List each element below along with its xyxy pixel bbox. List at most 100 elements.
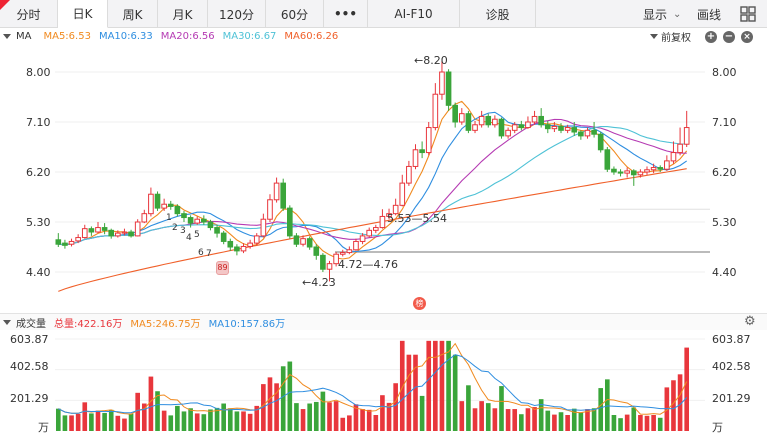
candle bbox=[247, 239, 253, 249]
volume-bar bbox=[393, 383, 398, 431]
candle bbox=[372, 224, 379, 234]
marker-3[interactable]: 3 bbox=[180, 226, 186, 236]
candle-body bbox=[472, 124, 478, 131]
candle bbox=[505, 127, 511, 139]
volume-bar bbox=[466, 385, 471, 431]
candle bbox=[260, 213, 267, 238]
marker-6[interactable]: 6 bbox=[198, 248, 204, 258]
candle-body bbox=[650, 167, 657, 171]
zoom-in-icon[interactable]: + bbox=[705, 31, 717, 43]
candle bbox=[300, 235, 306, 247]
chart-settings-button[interactable] bbox=[739, 0, 757, 28]
volume-chart[interactable] bbox=[0, 331, 767, 436]
marker-8-9-badge[interactable]: 89 bbox=[216, 261, 229, 275]
candle bbox=[392, 198, 399, 216]
volume-collapse-caret-icon[interactable] bbox=[3, 319, 11, 325]
display-dropdown[interactable]: 显示 ⌄ bbox=[643, 0, 681, 28]
candle-body bbox=[234, 246, 240, 252]
candle bbox=[154, 191, 161, 211]
tab-intraday[interactable]: 分时 bbox=[0, 0, 58, 28]
volume-bar bbox=[519, 414, 524, 431]
candle-body bbox=[386, 213, 392, 217]
zoom-out-icon[interactable]: − bbox=[723, 31, 735, 43]
volume-bar bbox=[175, 405, 180, 431]
ranking-badge[interactable]: 榜 bbox=[413, 297, 426, 310]
candle-body bbox=[134, 221, 141, 237]
candle bbox=[313, 244, 320, 260]
corner-flag-icon bbox=[0, 0, 10, 10]
candle bbox=[253, 233, 260, 246]
candle bbox=[141, 209, 148, 224]
candle-body bbox=[564, 127, 571, 131]
candle-body bbox=[452, 104, 458, 123]
marker-1[interactable]: 1 bbox=[166, 213, 172, 223]
tab-diagnosis[interactable]: 诊股 bbox=[460, 0, 536, 28]
candle bbox=[664, 155, 670, 171]
volume-bar bbox=[611, 415, 617, 431]
volume-bar bbox=[598, 388, 604, 431]
draw-line-button[interactable]: 画线 bbox=[697, 0, 721, 28]
candle-body bbox=[115, 232, 121, 237]
volume-bar bbox=[267, 377, 273, 431]
tab-60min[interactable]: 60分 bbox=[266, 0, 324, 28]
volume-bar bbox=[108, 409, 114, 431]
tab-weekly-k[interactable]: 周K bbox=[108, 0, 158, 28]
range1-annotation: 5.53—5.54 bbox=[387, 212, 447, 225]
candle-body bbox=[664, 160, 670, 170]
ma10-value: MA10:6.33 bbox=[98, 30, 153, 42]
volume-settings-button[interactable]: ⚙ bbox=[744, 314, 756, 329]
tab-ai-f10[interactable]: AI-F10 bbox=[368, 0, 460, 28]
volume-bar bbox=[671, 380, 676, 431]
volume-bar bbox=[327, 402, 332, 431]
volume-ma10: MA10:157.86万 bbox=[208, 318, 286, 330]
candle-body bbox=[174, 205, 181, 215]
candle-body bbox=[439, 71, 445, 95]
price-tick-left-1: 7.10 bbox=[26, 116, 51, 129]
candle bbox=[458, 108, 465, 125]
volume-bar bbox=[433, 340, 438, 431]
tab-monthly-k[interactable]: 月K bbox=[158, 0, 208, 28]
volume-bar bbox=[208, 409, 213, 431]
candle-body bbox=[95, 227, 101, 233]
tab-120min[interactable]: 120分 bbox=[208, 0, 266, 28]
adjust-dropdown[interactable]: 前复权 bbox=[650, 29, 691, 44]
volume-bar bbox=[320, 391, 326, 431]
price-chart[interactable] bbox=[0, 44, 767, 312]
candle-body bbox=[492, 118, 498, 126]
candle bbox=[578, 130, 584, 140]
collapse-caret-icon[interactable] bbox=[3, 33, 11, 39]
tab-more[interactable]: ••• bbox=[324, 0, 368, 28]
volume-bar bbox=[234, 411, 240, 431]
volume-bar bbox=[333, 401, 339, 431]
candle-body bbox=[591, 129, 597, 135]
tab-daily-k[interactable]: 日K bbox=[58, 0, 108, 28]
candle-body bbox=[161, 203, 167, 209]
volume-bar bbox=[545, 410, 551, 431]
marker-2[interactable]: 2 bbox=[172, 223, 178, 233]
volume-bar bbox=[380, 395, 385, 431]
candle-body bbox=[366, 229, 373, 237]
marker-4[interactable]: 4 bbox=[186, 233, 192, 243]
candle-body bbox=[287, 207, 293, 237]
volume-bar bbox=[618, 418, 623, 431]
volume-bar bbox=[605, 379, 610, 431]
candle-body bbox=[108, 229, 115, 237]
candle-body bbox=[485, 115, 492, 126]
close-icon[interactable]: × bbox=[741, 31, 753, 43]
candle-body bbox=[551, 125, 558, 130]
marker-7[interactable]: 7 bbox=[206, 249, 212, 259]
candle-body bbox=[326, 263, 333, 270]
volume-bar bbox=[313, 401, 319, 431]
marker-5[interactable]: 5 bbox=[194, 230, 200, 240]
candle-body bbox=[346, 249, 353, 254]
volume-bar bbox=[512, 409, 518, 431]
volume-bar bbox=[439, 340, 445, 431]
candle bbox=[498, 117, 505, 139]
candle bbox=[386, 208, 392, 220]
volume-bar bbox=[181, 411, 187, 431]
candle bbox=[637, 169, 644, 178]
adjust-caret-icon bbox=[650, 34, 658, 39]
candle-body bbox=[148, 193, 154, 215]
candle bbox=[75, 234, 81, 244]
